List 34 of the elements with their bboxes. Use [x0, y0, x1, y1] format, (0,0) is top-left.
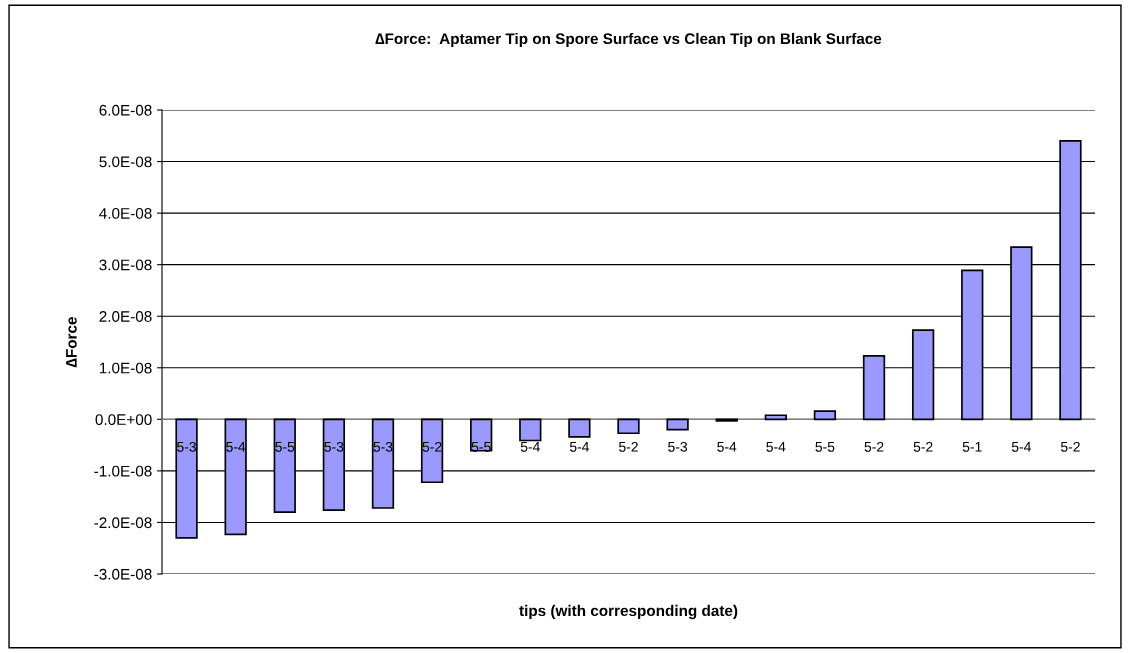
x-tick-label: 5-5 — [815, 442, 835, 452]
y-axis-title: ∆Force — [66, 317, 77, 368]
y-tick-label: -3.0E-08 — [94, 568, 152, 580]
chart-title: ∆Force: Aptamer Tip on Spore Surface vs Clean Tip on Blank Surface — [375, 32, 882, 48]
bar — [470, 418, 493, 452]
y-tick-label: 2.0E-08 — [99, 311, 152, 322]
bar — [666, 418, 689, 431]
y-tick-label: 0.0E+00 — [95, 414, 152, 426]
x-tick-label: 5-1 — [962, 442, 982, 452]
bar — [568, 418, 591, 438]
x-tick-label: 5-2 — [864, 441, 884, 452]
y-tick-label: 3.0E-08 — [99, 259, 152, 271]
x-tick-label: 5-4 — [1011, 442, 1031, 452]
x-tick-label: 5-4 — [520, 442, 540, 452]
bar — [519, 418, 542, 442]
x-tick-label: 5-4 — [226, 442, 246, 452]
x-axis-title: tips (with corresponding date) — [519, 604, 738, 620]
y-tick-label: 6.0E-08 — [99, 104, 152, 116]
x-tick-label: 5-2 — [1060, 441, 1080, 452]
bar — [813, 410, 837, 421]
x-tick-label: 5-2 — [619, 441, 638, 452]
bar — [617, 418, 640, 435]
x-tick-label: 5-4 — [717, 442, 737, 452]
x-tick-label: 5-4 — [569, 442, 590, 452]
bar — [764, 414, 787, 421]
y-tick-label: -2.0E-08 — [94, 517, 152, 529]
y-tick-label: 5.0E-08 — [99, 156, 152, 168]
x-tick-label: 5-2 — [913, 441, 933, 452]
y-tick-label: -1.0E-08 — [94, 465, 152, 477]
x-tick-label: 5-4 — [766, 442, 786, 452]
y-tick-label: 4.0E-08 — [99, 207, 152, 219]
x-tick-label: 5-3 — [177, 441, 196, 452]
y-tick-label: 1.0E-08 — [99, 362, 152, 374]
x-tick-label: 5-3 — [668, 441, 688, 452]
